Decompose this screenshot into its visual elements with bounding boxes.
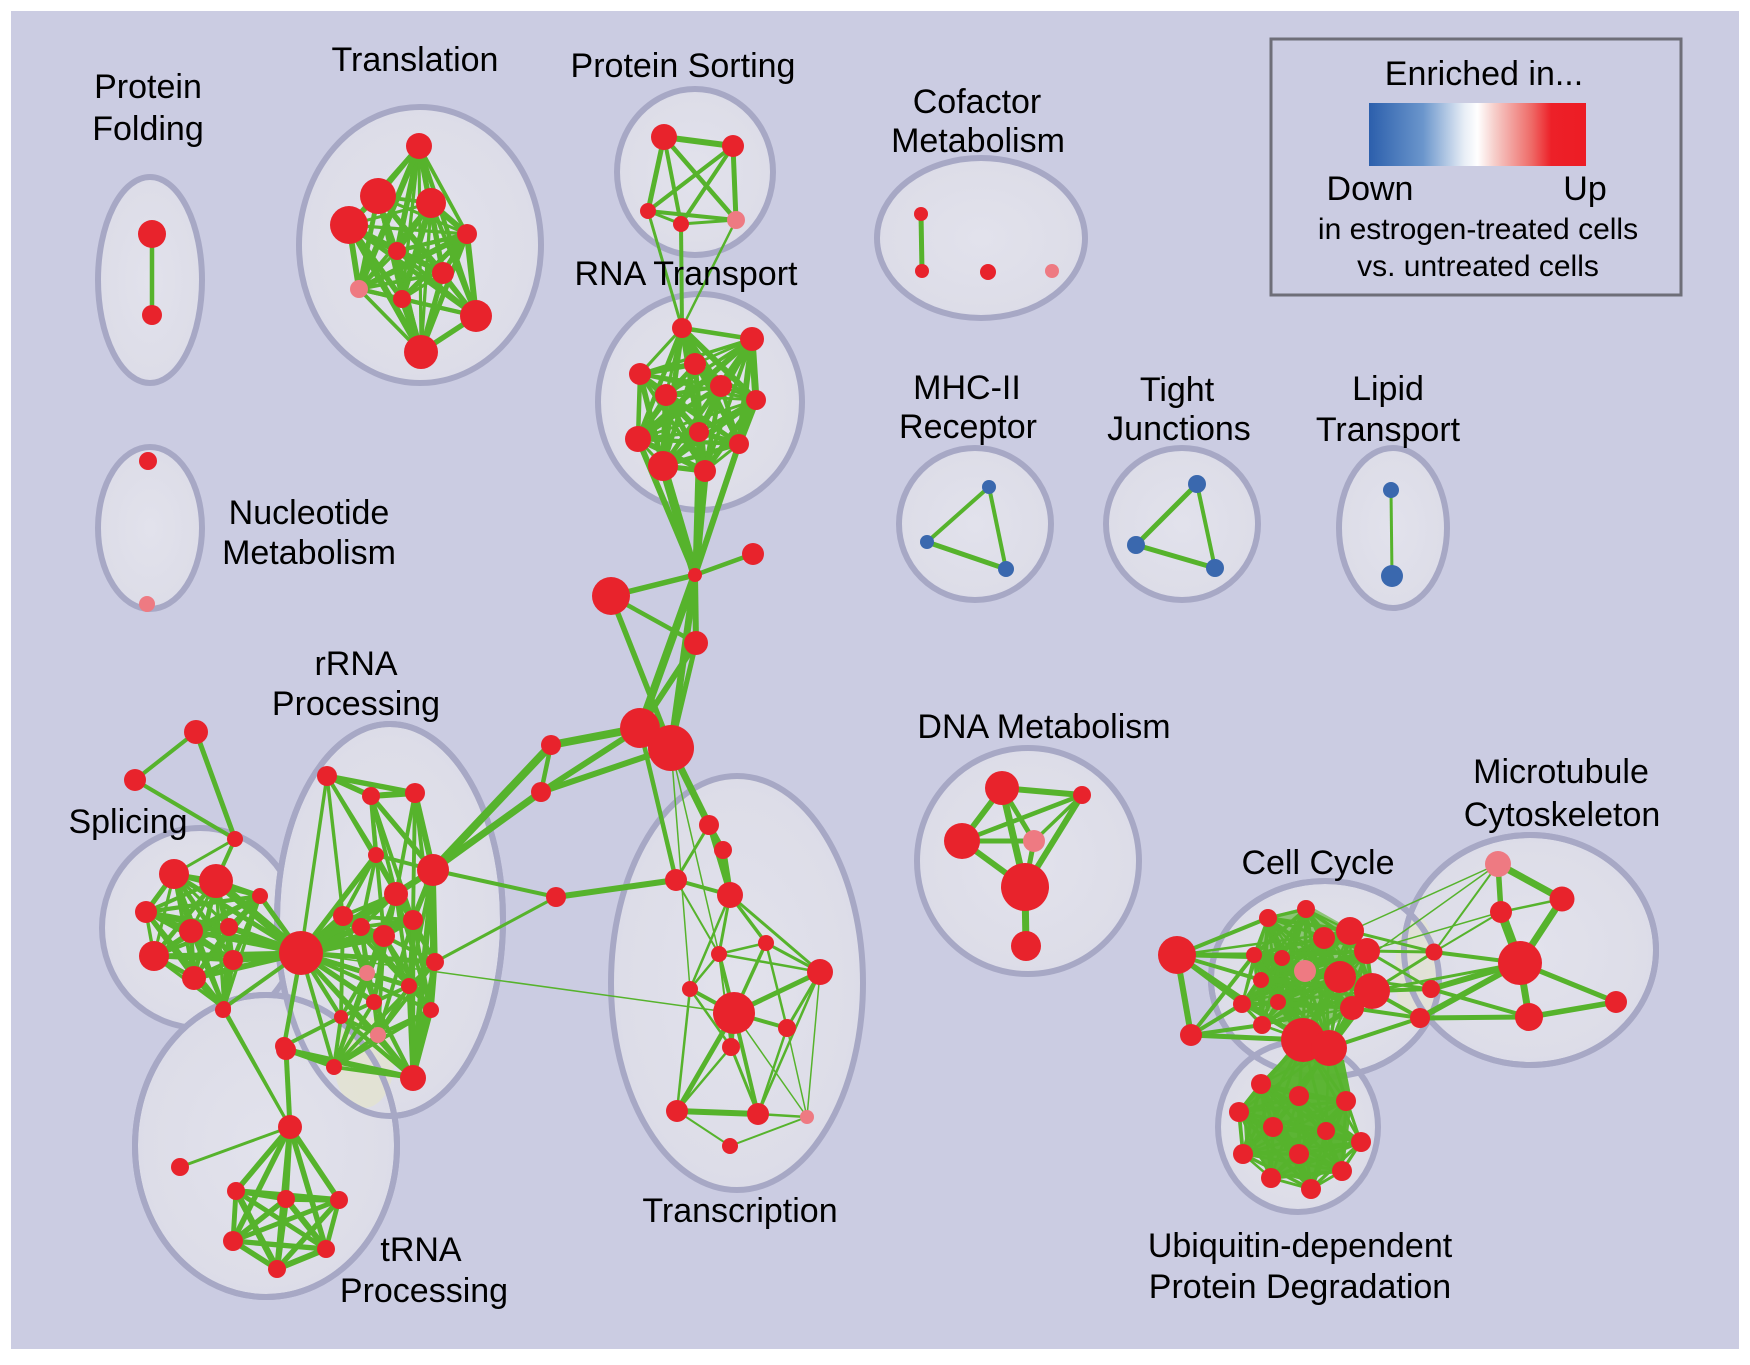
svg-text:Metabolism: Metabolism: [222, 534, 396, 572]
svg-text:Processing: Processing: [272, 685, 440, 723]
svg-text:Protein: Protein: [94, 68, 202, 106]
svg-text:MHC-II: MHC-II: [913, 369, 1021, 407]
svg-text:Tight: Tight: [1140, 371, 1215, 409]
svg-text:Lipid: Lipid: [1352, 370, 1424, 408]
svg-text:Splicing: Splicing: [68, 803, 187, 841]
svg-text:Protein Sorting: Protein Sorting: [571, 47, 796, 85]
svg-text:DNA Metabolism: DNA Metabolism: [917, 708, 1170, 746]
svg-text:Transport: Transport: [1316, 411, 1461, 449]
svg-text:Nucleotide: Nucleotide: [229, 494, 390, 532]
svg-text:in estrogen-treated cells: in estrogen-treated cells: [1318, 213, 1638, 246]
svg-text:tRNA: tRNA: [380, 1231, 462, 1269]
svg-text:Processing: Processing: [340, 1272, 508, 1310]
svg-text:Up: Up: [1563, 170, 1606, 208]
svg-text:Down: Down: [1327, 170, 1414, 208]
svg-text:Cofactor: Cofactor: [913, 83, 1042, 121]
svg-text:Protein Degradation: Protein Degradation: [1149, 1268, 1451, 1306]
svg-text:Junctions: Junctions: [1107, 410, 1251, 448]
svg-text:rRNA: rRNA: [314, 645, 397, 683]
svg-text:Ubiquitin-dependent: Ubiquitin-dependent: [1148, 1227, 1453, 1265]
svg-text:RNA Transport: RNA Transport: [575, 255, 799, 293]
svg-text:Metabolism: Metabolism: [891, 122, 1065, 160]
svg-text:vs. untreated cells: vs. untreated cells: [1357, 250, 1599, 283]
svg-text:Microtubule: Microtubule: [1473, 753, 1649, 791]
svg-text:Folding: Folding: [92, 110, 204, 148]
svg-text:Translation: Translation: [332, 41, 499, 79]
svg-text:Transcription: Transcription: [642, 1192, 837, 1230]
svg-text:Receptor: Receptor: [899, 408, 1037, 446]
svg-text:Cell Cycle: Cell Cycle: [1241, 844, 1394, 882]
svg-text:Enriched in...: Enriched in...: [1385, 55, 1583, 93]
svg-text:Cytoskeleton: Cytoskeleton: [1464, 796, 1661, 834]
